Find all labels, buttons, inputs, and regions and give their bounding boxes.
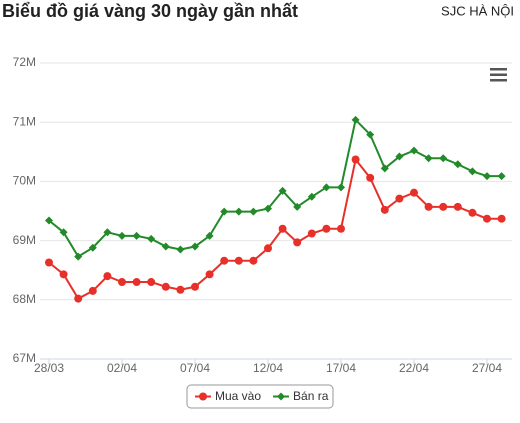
point (103, 228, 112, 237)
point (147, 278, 156, 287)
point (132, 278, 141, 287)
point (132, 231, 141, 240)
point (497, 172, 506, 181)
point (176, 285, 185, 294)
point (380, 164, 389, 173)
legend-box (186, 384, 334, 409)
point (191, 242, 199, 251)
point (147, 234, 156, 243)
point (337, 183, 345, 192)
point (45, 216, 53, 225)
x-tick-label: 17/04 (326, 361, 356, 375)
point (278, 186, 287, 195)
point (74, 294, 83, 303)
point (103, 272, 112, 281)
point (322, 183, 331, 192)
point (264, 244, 272, 253)
series-line (48, 117, 502, 258)
legend: Mua vào Bán ra (186, 384, 334, 409)
point (366, 173, 375, 182)
x-tick-label: 22/04 (399, 361, 429, 375)
point (483, 172, 491, 181)
point (453, 202, 462, 211)
legend-item[interactable]: Bán ra (273, 389, 329, 403)
point (424, 202, 433, 211)
point (293, 238, 302, 247)
point (337, 224, 345, 233)
point (220, 256, 229, 265)
x-tick-label: 27/04 (472, 361, 502, 375)
y-tick-label: 67M (13, 351, 36, 365)
point (351, 155, 360, 164)
point (483, 214, 491, 223)
legend-label: Bán ra (293, 389, 329, 403)
y-tick-label: 71M (13, 114, 36, 128)
point (293, 202, 302, 211)
point (234, 207, 243, 216)
point (161, 282, 170, 291)
point (191, 282, 199, 291)
point (322, 224, 331, 233)
point (468, 208, 477, 217)
point (249, 207, 258, 216)
point (468, 167, 477, 176)
point (205, 270, 214, 279)
x-tick-label: 07/04 (180, 361, 210, 375)
y-tick-label: 68M (13, 292, 36, 306)
point (118, 278, 126, 287)
point (424, 154, 433, 163)
menu-icon[interactable] (490, 68, 507, 82)
chart-title: Biểu đồ giá vàng 30 ngày gần nhất (2, 1, 298, 21)
point (88, 286, 97, 295)
point (351, 115, 360, 124)
x-tick-label: 02/04 (107, 361, 137, 375)
legend-marker (199, 392, 207, 401)
point (74, 252, 83, 261)
y-tick-label: 70M (13, 174, 36, 188)
point (59, 228, 68, 237)
y-tick-label: 69M (13, 233, 36, 247)
point (205, 231, 214, 240)
point (395, 152, 404, 161)
point (410, 188, 418, 197)
point (395, 194, 404, 203)
x-tick-label: 28/03 (34, 361, 64, 375)
point (59, 270, 68, 279)
point (380, 205, 389, 214)
point (410, 146, 418, 155)
legend-marker (277, 392, 286, 401)
y-tick-label: 72M (13, 55, 36, 69)
point (307, 229, 316, 238)
point (45, 258, 53, 267)
point (220, 207, 229, 216)
point (161, 242, 170, 251)
legend-item[interactable]: Mua vào (195, 389, 261, 403)
point (439, 202, 448, 211)
point (249, 256, 258, 265)
point (439, 154, 448, 163)
point (453, 160, 462, 169)
point (307, 192, 316, 201)
point (278, 224, 287, 233)
point (366, 130, 375, 139)
point (88, 243, 97, 252)
series-line (48, 157, 502, 300)
point (234, 256, 243, 265)
point (118, 231, 126, 240)
x-tick-label: 12/04 (253, 361, 283, 375)
chart-subtitle: SJC HÀ NỘI (441, 3, 514, 18)
point (176, 245, 185, 254)
point (497, 214, 506, 223)
legend-label: Mua vào (215, 389, 261, 403)
point (264, 204, 272, 213)
